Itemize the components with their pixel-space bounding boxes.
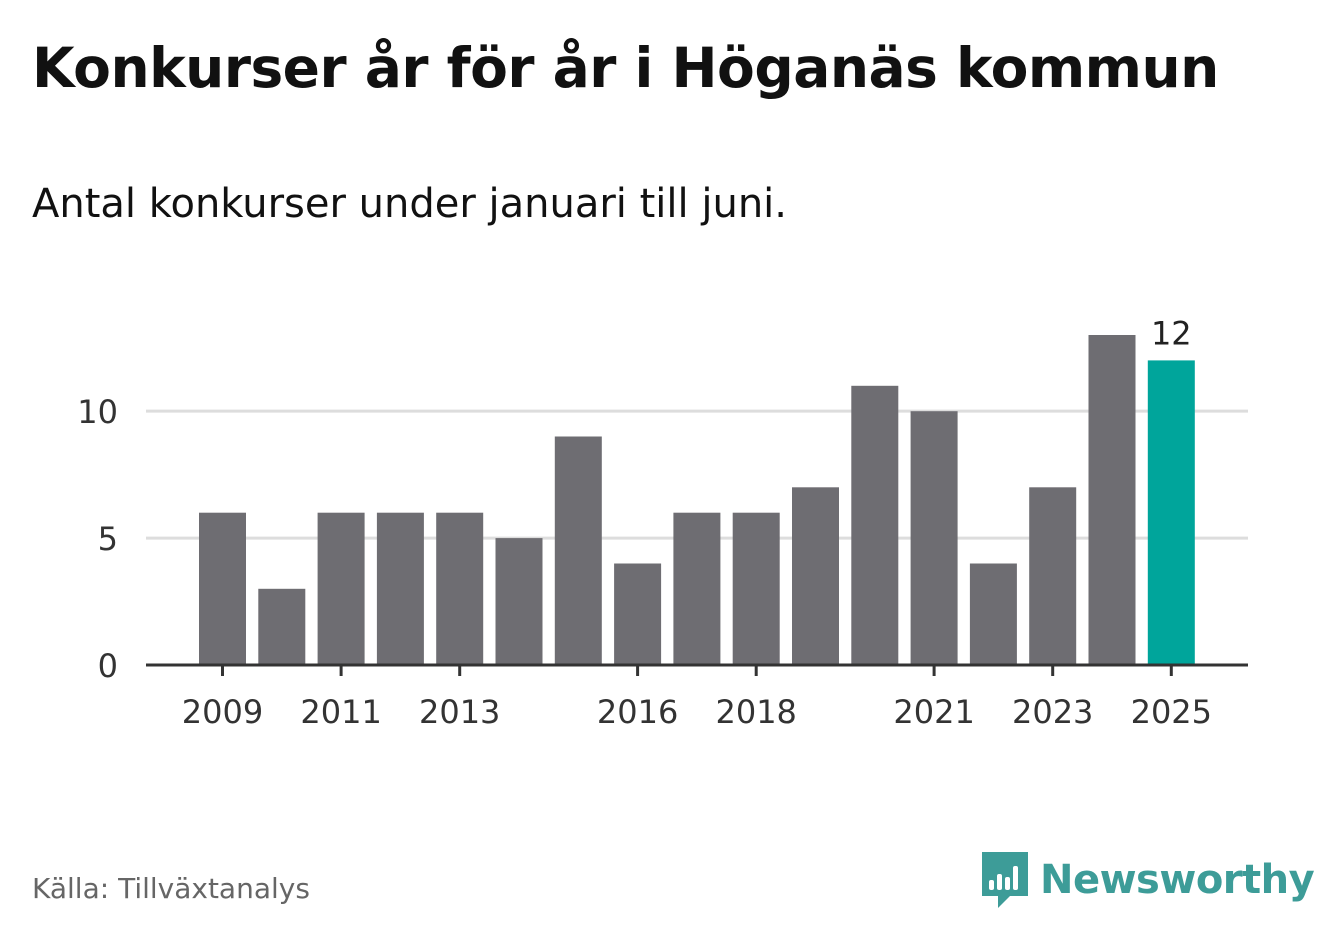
bar-2014	[495, 538, 543, 665]
x-tick-label-2016: 2016	[597, 693, 678, 731]
bar-2020	[851, 385, 899, 665]
chart-title: Konkurser år för år i Höganäs kommun	[32, 36, 1219, 100]
newsworthy-logo-icon	[982, 852, 1028, 908]
y-tick-labels: 0 5 10	[77, 393, 118, 685]
x-tick-label-2021: 2021	[893, 693, 974, 731]
brand[interactable]: Newsworthy	[980, 850, 1315, 910]
bar-2023	[1029, 487, 1077, 665]
bar-2019	[792, 487, 839, 665]
x-tick-label-2025: 2025	[1131, 693, 1212, 731]
bar-2009	[199, 512, 246, 665]
bar-2018	[732, 512, 780, 665]
chart-subtitle: Antal konkurser under januari till juni.	[32, 181, 787, 227]
bar-2010	[258, 588, 306, 665]
bar-2016	[614, 563, 662, 665]
x-tick-labels: 2009 2011 2013 2016 2018 2021 2023 2025	[182, 693, 1212, 731]
bar-2024	[1088, 335, 1136, 665]
bar-2025	[1147, 360, 1195, 665]
data-labels: 12	[1151, 314, 1192, 352]
x-tick-label-2023: 2023	[1012, 693, 1093, 731]
x-tick-label-2011: 2011	[300, 693, 381, 731]
bar-2011	[317, 512, 365, 665]
bar-2022	[969, 563, 1017, 665]
y-tick-label-0: 0	[98, 647, 118, 685]
bar-2021	[910, 411, 958, 665]
data-label-2025: 12	[1151, 314, 1192, 352]
bar-2013	[436, 512, 484, 665]
x-tick-label-2013: 2013	[419, 693, 500, 731]
x-tick-label-2009: 2009	[182, 693, 263, 731]
x-axis	[146, 663, 1248, 676]
bar-2017	[673, 512, 721, 665]
bars	[199, 335, 1195, 665]
y-tick-label-5: 5	[98, 520, 118, 558]
bar-2012	[376, 512, 424, 665]
source-note: Källa: Tillväxtanalys	[32, 872, 310, 905]
x-tick-label-2018: 2018	[715, 693, 796, 731]
brand-name: Newsworthy	[1040, 857, 1315, 903]
bar-2015	[554, 436, 602, 665]
y-tick-label-10: 10	[77, 393, 118, 431]
